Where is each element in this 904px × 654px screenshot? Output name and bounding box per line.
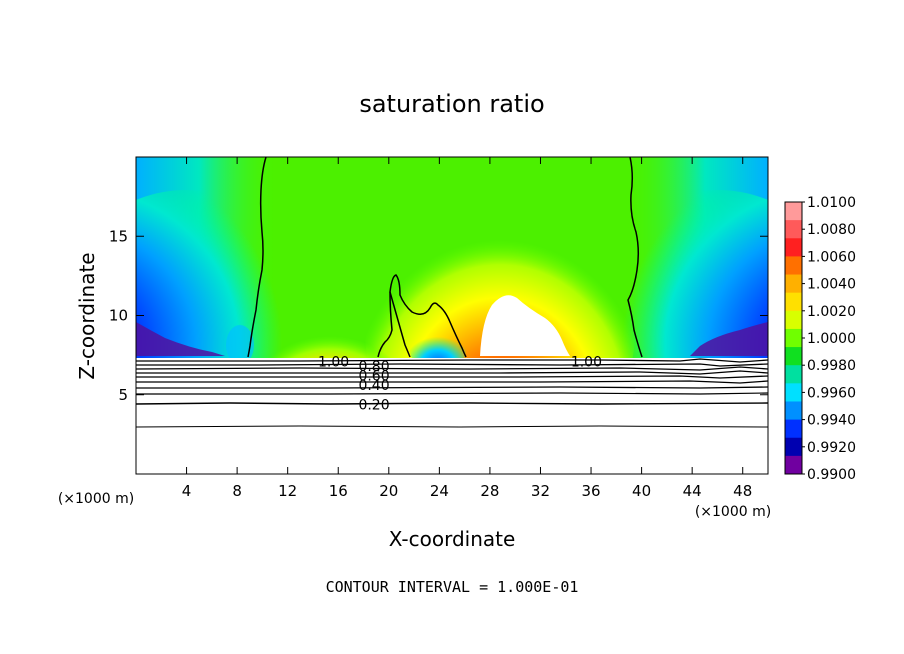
contour-label: 0.60 bbox=[358, 369, 389, 385]
colorbar-swatch bbox=[785, 328, 802, 348]
x-unit-right: (×1000 m) bbox=[695, 504, 771, 520]
colorbar-label: 0.9920 bbox=[807, 440, 856, 456]
contour-1.00-right bbox=[627, 157, 643, 358]
contour-lines bbox=[136, 157, 768, 428]
contour-label: 1.00 bbox=[318, 354, 349, 370]
contour-surface-7 bbox=[136, 386, 768, 389]
contour-1.00-notch bbox=[389, 291, 411, 358]
contour-label: 0.20 bbox=[358, 397, 389, 413]
colorbar-swatch bbox=[785, 310, 802, 330]
colorbar-label: 0.9980 bbox=[807, 358, 856, 374]
contour-1.00-left bbox=[247, 157, 267, 358]
contour-label: 0.80 bbox=[358, 359, 389, 375]
contour-labels: 1.00 1.00 0.800.600.40 0.20 bbox=[318, 354, 602, 413]
colorbar-swatch bbox=[785, 347, 802, 366]
x-unit-left: (×1000 m) bbox=[58, 491, 134, 507]
x-axis-ticks: 4 8 12 16 20 24 28 32 36 40 44 48 bbox=[182, 157, 752, 500]
colorbar-swatch bbox=[785, 202, 802, 221]
x-tick-label: 8 bbox=[232, 482, 242, 500]
colorbar-swatch bbox=[785, 274, 802, 294]
colorbar-label: 1.0020 bbox=[807, 304, 856, 320]
x-tick-label: 32 bbox=[531, 482, 550, 500]
x-tick-label: 12 bbox=[278, 482, 297, 500]
colorbar-label: 0.9900 bbox=[807, 467, 856, 483]
x-tick-label: 44 bbox=[683, 482, 702, 500]
contour-surface-1 bbox=[136, 358, 768, 363]
colorbar-swatch bbox=[785, 220, 802, 239]
contour-label: 0.40 bbox=[358, 378, 389, 394]
contour-0.20 bbox=[136, 402, 768, 405]
x-tick-label: 24 bbox=[430, 482, 449, 500]
colorbar-swatch bbox=[785, 292, 802, 312]
colorbar-label: 1.0060 bbox=[807, 249, 856, 265]
colorbar-label: 1.0040 bbox=[807, 277, 856, 293]
y-tick-label: 10 bbox=[109, 307, 128, 325]
colorbar-swatch bbox=[785, 437, 802, 457]
colorbar-swatch bbox=[785, 256, 802, 276]
colorbar-label: 0.9960 bbox=[807, 385, 856, 401]
contour-surface-8 bbox=[136, 392, 768, 395]
contour-surface-2 bbox=[136, 363, 768, 367]
x-tick-label: 16 bbox=[329, 482, 348, 500]
contour-1.00-center bbox=[377, 274, 467, 358]
colorbar: 1.0100 1.0080 1.0060 1.0040 1.0020 1.0000 0.99… bbox=[784, 195, 856, 483]
contour-lowest bbox=[136, 425, 768, 428]
colorbar-swatch bbox=[785, 401, 802, 421]
colorbar-label: 1.0080 bbox=[807, 222, 856, 238]
colorbar-label: 1.0100 bbox=[807, 195, 856, 211]
contour-surface-5 bbox=[136, 375, 768, 379]
contour-surface-3 bbox=[136, 366, 768, 371]
contour-surface-4 bbox=[136, 370, 768, 375]
y-tick-label: 15 bbox=[109, 227, 128, 245]
x-tick-label: 40 bbox=[632, 482, 651, 500]
contour-label: 1.00 bbox=[571, 354, 602, 370]
contour-interval-note: CONTOUR INTERVAL = 1.000E-01 bbox=[326, 578, 579, 596]
colorbar-swatch bbox=[785, 455, 802, 475]
y-axis-ticks: 5 10 15 bbox=[109, 227, 768, 404]
shaded-field bbox=[136, 157, 768, 474]
x-tick-label: 48 bbox=[733, 482, 752, 500]
x-tick-label: 20 bbox=[379, 482, 398, 500]
colorbar-label: 1.0000 bbox=[807, 331, 856, 347]
x-axis-label: X-coordinate bbox=[389, 527, 516, 551]
colorbar-swatch bbox=[785, 383, 802, 402]
chart-title: saturation ratio bbox=[359, 90, 544, 118]
colorbar-label: 0.9940 bbox=[807, 413, 856, 429]
y-tick-label: 5 bbox=[118, 386, 128, 404]
colorbar-swatch bbox=[785, 365, 802, 384]
x-tick-label: 28 bbox=[480, 482, 499, 500]
colorbar-swatch bbox=[785, 238, 802, 257]
x-tick-label: 4 bbox=[182, 482, 192, 500]
y-axis-label: Z-coordinate bbox=[75, 252, 99, 379]
x-tick-label: 36 bbox=[581, 482, 600, 500]
contour-surface-6 bbox=[136, 380, 768, 384]
colorbar-swatch bbox=[785, 419, 802, 439]
